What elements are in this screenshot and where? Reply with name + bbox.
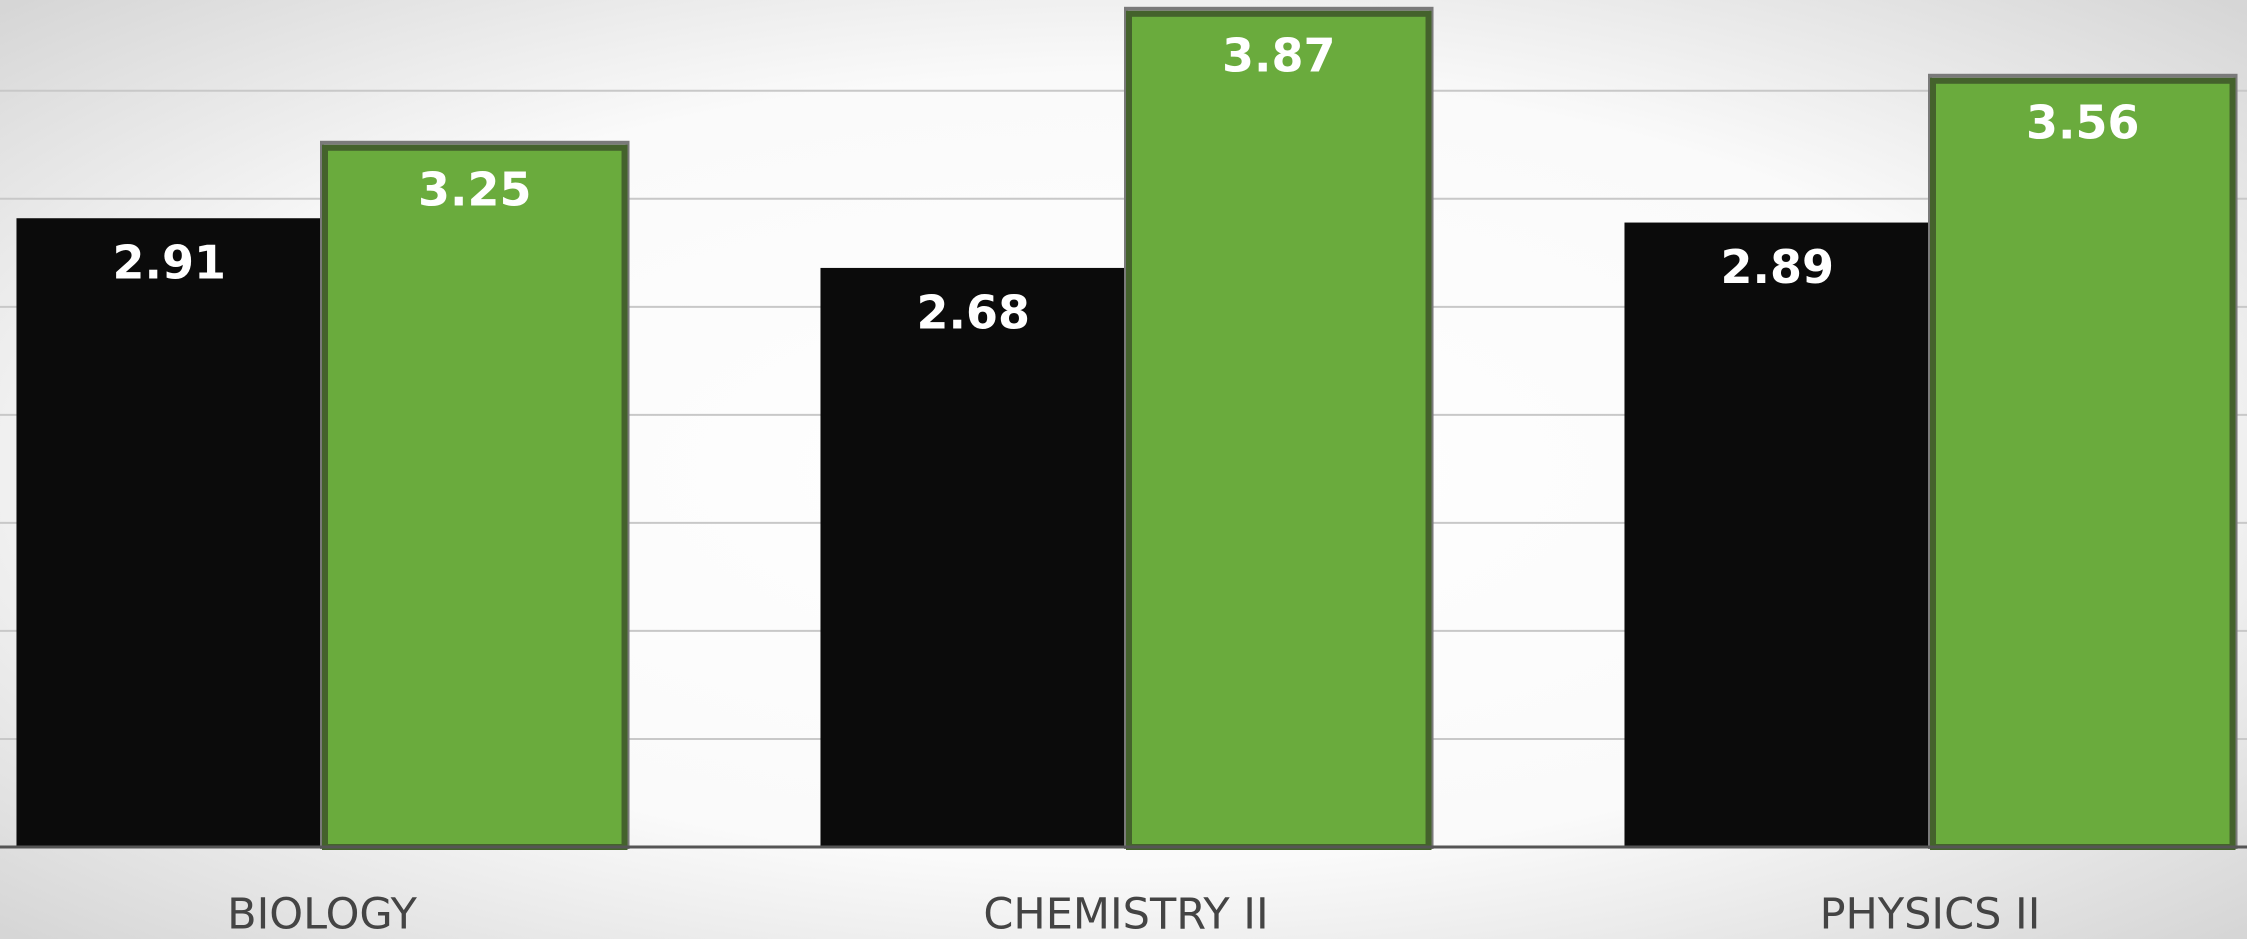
value-label: 3.25 <box>418 162 532 216</box>
bar <box>1930 77 2236 851</box>
x-tick-label: PHYSICS II <box>1820 890 2041 939</box>
value-label: 2.89 <box>1720 240 1834 294</box>
value-label: 2.91 <box>112 236 226 290</box>
x-tick-label: CHEMISTRY II <box>983 890 1268 939</box>
bar <box>820 267 1126 847</box>
value-label: 3.87 <box>1222 28 1336 82</box>
value-label: 2.68 <box>916 285 1030 339</box>
x-tick-label: BIOLOGY <box>227 890 417 939</box>
bar <box>16 218 322 847</box>
value-label: 3.56 <box>2026 95 2140 149</box>
bar <box>1624 222 1930 847</box>
bar <box>322 144 628 850</box>
bar <box>1126 10 1432 850</box>
